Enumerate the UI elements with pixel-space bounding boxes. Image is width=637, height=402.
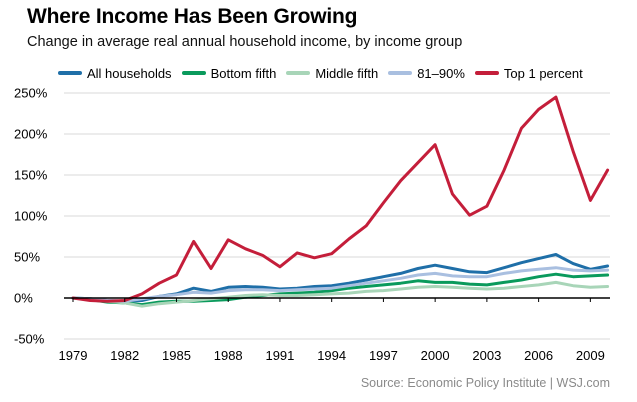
y-tick-label: 200% <box>14 127 48 142</box>
x-tick-label: 1985 <box>162 348 191 363</box>
source-note: Source: Economic Policy Institute | WSJ.… <box>360 376 610 390</box>
legend-swatch <box>181 71 206 75</box>
x-tick-label: 1979 <box>59 348 88 363</box>
x-tick-label: 2003 <box>472 348 501 363</box>
x-tick-label: 1988 <box>214 348 243 363</box>
y-tick-label: -50% <box>14 332 45 347</box>
x-tick-label: 1994 <box>317 348 346 363</box>
legend-swatch <box>286 71 311 75</box>
series-line-81-90- <box>71 266 610 303</box>
legend-swatch <box>58 71 82 75</box>
series-line-middle-fifth <box>71 280 610 308</box>
legend-swatch <box>388 71 413 75</box>
legend-item-all-households: All households <box>58 66 172 81</box>
x-tick-label: 2000 <box>421 348 450 363</box>
legend-label: 81–90% <box>417 65 465 81</box>
legend: All households Bottom fifth Middle fifth… <box>58 64 583 82</box>
chart-subtitle: Change in average real annual household … <box>27 34 463 50</box>
legend-label: Top 1 percent <box>503 65 583 81</box>
legend-swatch <box>474 71 499 75</box>
y-tick-label: 50% <box>14 250 40 265</box>
x-tick-label: 1997 <box>369 348 398 363</box>
legend-item-81-90: 81–90% <box>388 66 465 81</box>
legend-label: All households <box>87 65 172 81</box>
series-line-bottom-fifth <box>71 272 610 307</box>
y-tick-label: 150% <box>14 168 48 183</box>
x-tick-label: 1982 <box>110 348 139 363</box>
chart-title: Where Income Has Been Growing <box>27 5 358 28</box>
series-line-top-1-percent <box>71 95 610 303</box>
y-tick-label: 0% <box>14 291 33 306</box>
legend-label: Middle fifth <box>315 65 379 81</box>
x-tick-label: 2006 <box>524 348 553 363</box>
legend-label: Bottom fifth <box>210 65 277 81</box>
y-tick-label: 100% <box>14 209 48 224</box>
x-tick-label: 2009 <box>576 348 605 363</box>
legend-item-middle-fifth: Middle fifth <box>286 66 378 81</box>
x-tick-label: 1991 <box>265 348 294 363</box>
legend-item-top-1-percent: Top 1 percent <box>474 65 583 81</box>
legend-item-bottom-fifth: Bottom fifth <box>181 65 277 81</box>
y-tick-label: 250% <box>14 86 48 101</box>
